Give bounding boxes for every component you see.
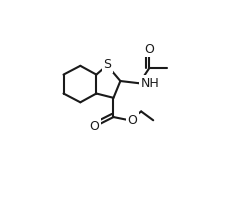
Text: O: O [127,114,137,127]
Text: S: S [103,58,111,71]
Text: O: O [144,43,154,56]
Text: O: O [89,120,99,133]
Text: NH: NH [141,77,159,90]
